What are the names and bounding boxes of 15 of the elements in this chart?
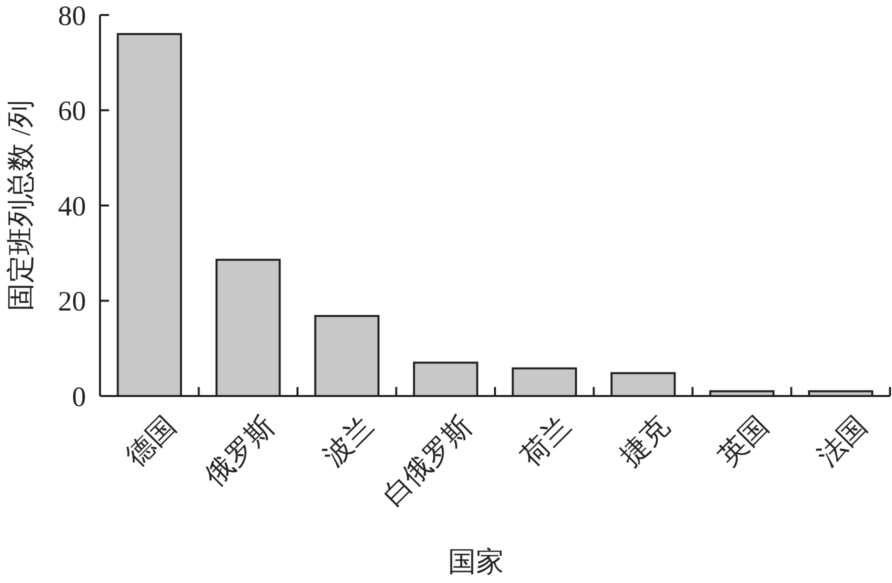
x-axis-title: 国家 — [448, 547, 504, 578]
x-tick-label: 俄罗斯 — [200, 410, 281, 492]
x-tick-label: 荷兰 — [516, 410, 578, 472]
y-tick-label: 0 — [72, 382, 86, 413]
x-tick-label: 捷克 — [614, 410, 676, 472]
x-tick-label: 法国 — [812, 410, 874, 472]
x-tick-label: 英国 — [713, 410, 775, 472]
x-tick-label: 白俄罗斯 — [377, 410, 478, 512]
y-tick-label: 60 — [58, 96, 86, 128]
x-tick-label: 德国 — [120, 410, 182, 472]
y-tick-label: 80 — [58, 0, 86, 32]
x-tick-label: 波兰 — [318, 410, 380, 472]
y-axis-title: 固定班列总数 /列 — [6, 100, 37, 311]
y-tick-label: 20 — [58, 286, 86, 318]
y-tick-label: 40 — [58, 191, 86, 222]
